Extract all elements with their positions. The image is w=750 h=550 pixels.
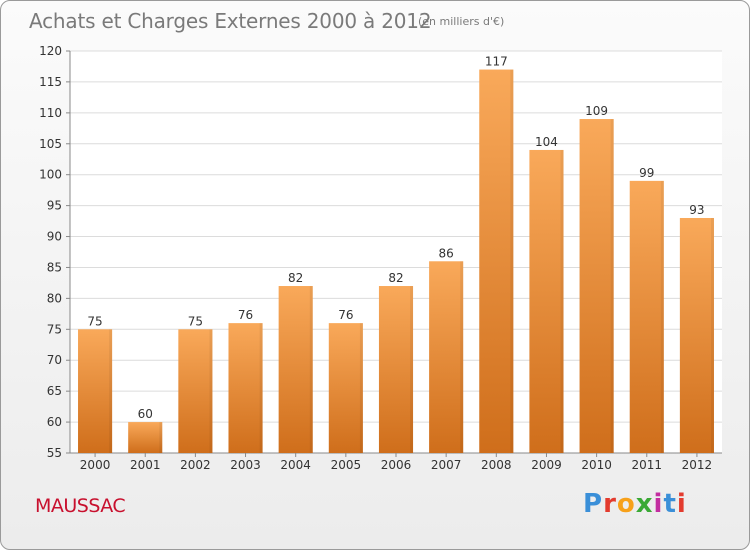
bar (579, 119, 614, 454)
bar-shade (610, 119, 614, 454)
chart-subtitle: (en milliers d'€) (418, 15, 505, 28)
x-tick-label: 2004 (280, 458, 311, 472)
logo-letter: i (676, 489, 687, 519)
y-tick-label: 105 (39, 137, 62, 151)
bar (629, 180, 664, 453)
data-label: 76 (238, 308, 253, 322)
y-tick-label: 55 (47, 446, 62, 460)
data-label: 86 (439, 246, 454, 260)
x-tick-label: 2012 (682, 458, 713, 472)
data-label: 93 (689, 203, 704, 217)
bar-shade (660, 180, 664, 453)
y-tick-label: 100 (39, 168, 62, 182)
data-label: 76 (338, 308, 353, 322)
y-tick-label: 120 (39, 44, 62, 58)
chart-title: Achats et Charges Externes 2000 à 2012 (29, 9, 432, 33)
bar-shade (560, 149, 564, 453)
y-tick-label: 70 (47, 353, 62, 367)
y-tick-label: 110 (39, 106, 62, 120)
bar-shade (460, 261, 464, 453)
data-label: 117 (485, 55, 508, 69)
data-label: 104 (535, 135, 558, 149)
bar (278, 286, 313, 453)
logo-letter: o (616, 489, 636, 519)
y-tick-label: 115 (39, 75, 62, 89)
bar (128, 422, 163, 453)
data-label: 60 (138, 407, 153, 421)
bar (328, 323, 363, 453)
bar-shade (710, 217, 714, 453)
data-label: 75 (188, 314, 203, 328)
bar-shade (359, 323, 363, 453)
logo-letter: P (583, 489, 604, 519)
logo-letter: t (663, 489, 677, 519)
x-tick-label: 2002 (180, 458, 211, 472)
bar-shade (209, 329, 213, 453)
x-tick-label: 2006 (381, 458, 412, 472)
bar (429, 261, 464, 453)
proxiti-logo: Proxiti (583, 489, 687, 519)
y-tick-label: 80 (47, 291, 62, 305)
x-tick-label: 2007 (431, 458, 462, 472)
commune-name: MAUSSAC (35, 495, 126, 517)
data-label: 82 (288, 271, 303, 285)
x-tick-label: 2008 (481, 458, 512, 472)
logo-letter: x (635, 489, 654, 519)
x-tick-label: 2000 (80, 458, 111, 472)
x-tick-label: 2005 (331, 458, 362, 472)
logo-letter: r (603, 489, 617, 519)
x-tick-label: 2003 (230, 458, 261, 472)
x-tick-label: 2010 (581, 458, 612, 472)
bar (178, 329, 213, 453)
bar-shade (309, 286, 313, 453)
bar (378, 286, 414, 453)
y-tick-label: 95 (47, 199, 62, 213)
y-tick-label: 85 (47, 260, 62, 274)
y-tick-label: 75 (47, 322, 62, 336)
bar-shade (510, 69, 514, 454)
bar (479, 69, 514, 454)
x-tick-label: 2009 (531, 458, 562, 472)
bar-shade (410, 286, 414, 453)
bar (529, 149, 564, 453)
y-tick-label: 90 (47, 230, 62, 244)
bar-shade (159, 422, 163, 453)
bar-shade (259, 323, 263, 453)
x-tick-label: 2001 (130, 458, 161, 472)
data-label: 99 (639, 166, 654, 180)
bar (679, 217, 714, 453)
bar-shade (109, 329, 113, 453)
y-tick-label: 65 (47, 384, 62, 398)
logo-letter: i (653, 489, 664, 519)
data-label: 82 (388, 271, 403, 285)
y-tick-label: 60 (47, 415, 62, 429)
data-label: 75 (87, 314, 102, 328)
bar (78, 329, 113, 453)
bar (228, 323, 263, 453)
data-label: 109 (585, 104, 608, 118)
x-tick-label: 2011 (631, 458, 662, 472)
